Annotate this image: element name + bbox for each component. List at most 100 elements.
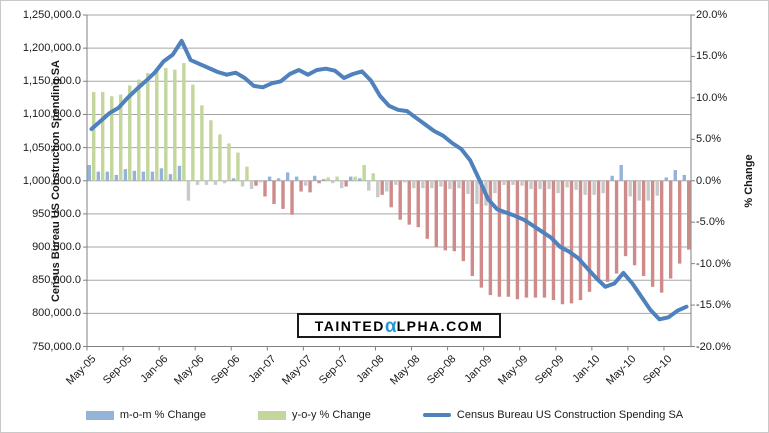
- yoy-bar: [605, 180, 610, 282]
- watermark-text-right: LPHA.COM: [396, 317, 484, 334]
- yoy-bar: [227, 143, 231, 181]
- mom-bar: [340, 180, 344, 189]
- yoy-bar: [659, 180, 664, 293]
- legend-item-mom: m-o-m % Change: [85, 409, 206, 421]
- yoy-bar: [128, 85, 132, 181]
- spending-line: [89, 38, 689, 322]
- right-axis-tick-label: 15.0%: [696, 50, 728, 63]
- right-axis-tick-label: 10.0%: [696, 91, 728, 104]
- right-axis-title: % Change: [743, 154, 755, 208]
- yoy-bar: [236, 152, 240, 181]
- yoy-bar: [290, 180, 294, 215]
- left-axis-tick-label: 850,000.0: [32, 274, 81, 287]
- yoy-bar: [155, 70, 159, 181]
- yoy-bar: [461, 180, 466, 262]
- mom-bar: [321, 179, 326, 181]
- yoy-bar: [488, 180, 493, 296]
- yoy-bar: [299, 180, 303, 192]
- mom-bar: [159, 168, 164, 181]
- mom-bar: [367, 180, 371, 191]
- yoy-bar: [614, 180, 619, 274]
- mom-bar: [583, 180, 587, 195]
- yoy-bar: [218, 134, 222, 181]
- yoy-bar: [344, 180, 348, 187]
- yoy-bar: [641, 180, 646, 277]
- mom-bar: [493, 180, 497, 194]
- mom-bar: [204, 180, 209, 185]
- mom-bar: [186, 180, 191, 201]
- mom-bar: [123, 169, 128, 181]
- yoy-bar: [407, 180, 411, 225]
- mom-bar: [213, 180, 218, 185]
- mom-bar: [538, 180, 542, 190]
- mom-bar: [222, 180, 227, 184]
- mom-bar: [87, 165, 92, 181]
- yoy-bar: [380, 180, 384, 195]
- yoy-bar: [398, 180, 402, 220]
- mom-bar: [565, 180, 569, 188]
- yoy-bar: [164, 68, 168, 181]
- mom-bar: [394, 180, 398, 185]
- mom-bar: [628, 180, 632, 197]
- yoy-bar: [110, 96, 114, 181]
- mom-bar: [655, 180, 659, 196]
- mom-bar: [457, 180, 461, 189]
- left-axis-tick-label: 950,000.0: [32, 207, 81, 220]
- mom-bar: [303, 180, 308, 186]
- right-axis-tick-label: -20.0%: [696, 340, 731, 353]
- mom-bar: [285, 172, 290, 181]
- yoy-bar: [182, 63, 186, 181]
- yoy-bar: [434, 180, 438, 248]
- mom-bar: [439, 180, 443, 187]
- yoy-bar: [470, 180, 475, 277]
- mom-bar: [673, 169, 677, 181]
- mom-bar: [466, 180, 470, 195]
- yoy-bar: [533, 180, 538, 298]
- mom-swatch-icon: [85, 410, 114, 420]
- yoy-bar: [542, 180, 547, 298]
- yoy-bar: [326, 177, 330, 181]
- mom-bar: [294, 176, 299, 181]
- left-axis-tick-label: 1,100,000.0: [22, 108, 81, 121]
- mom-bar: [574, 180, 578, 190]
- left-axis-tick-label: 800,000.0: [32, 307, 81, 320]
- mom-bar: [231, 178, 236, 181]
- mom-bar: [267, 176, 272, 181]
- left-axis-tick-label: 1,250,000.0: [22, 9, 81, 21]
- mom-bar: [96, 171, 101, 181]
- yoy-bar: [389, 180, 393, 208]
- mom-bar: [195, 180, 200, 185]
- right-axis-tick-label: -5.0%: [696, 216, 725, 229]
- yoy-bar: [506, 180, 511, 297]
- mom-bar: [556, 180, 560, 194]
- yoy-bar: [200, 105, 204, 181]
- yoy-bar: [245, 166, 249, 181]
- right-axis-tick-label: 5.0%: [696, 133, 722, 146]
- yoy-bar: [281, 180, 285, 209]
- mom-bar: [448, 180, 452, 190]
- yoy-bar: [587, 180, 592, 292]
- yoy-bar: [119, 94, 123, 181]
- yoy-bar: [650, 180, 655, 287]
- mom-bar: [403, 180, 407, 183]
- yoy-bar: [677, 180, 682, 264]
- mom-bar: [547, 180, 551, 190]
- yoy-bar: [191, 84, 195, 181]
- yoy-bar: [209, 120, 213, 181]
- mom-bar: [258, 180, 263, 183]
- mom-bar: [150, 171, 155, 181]
- mom-bar: [529, 180, 533, 190]
- mom-bar: [682, 174, 686, 181]
- mom-bar: [601, 180, 605, 194]
- mom-bar: [177, 165, 182, 181]
- mom-bar: [430, 180, 434, 189]
- right-axis-tick-label: 20.0%: [696, 9, 728, 21]
- mom-bar: [592, 180, 596, 195]
- left-axis-tick-label: 1,150,000.0: [22, 75, 81, 88]
- mom-bar: [141, 171, 146, 181]
- left-axis-tick-label: 1,200,000.0: [22, 42, 81, 55]
- mom-bar: [619, 165, 623, 181]
- right-axis-tick-label: 0.0%: [696, 174, 722, 187]
